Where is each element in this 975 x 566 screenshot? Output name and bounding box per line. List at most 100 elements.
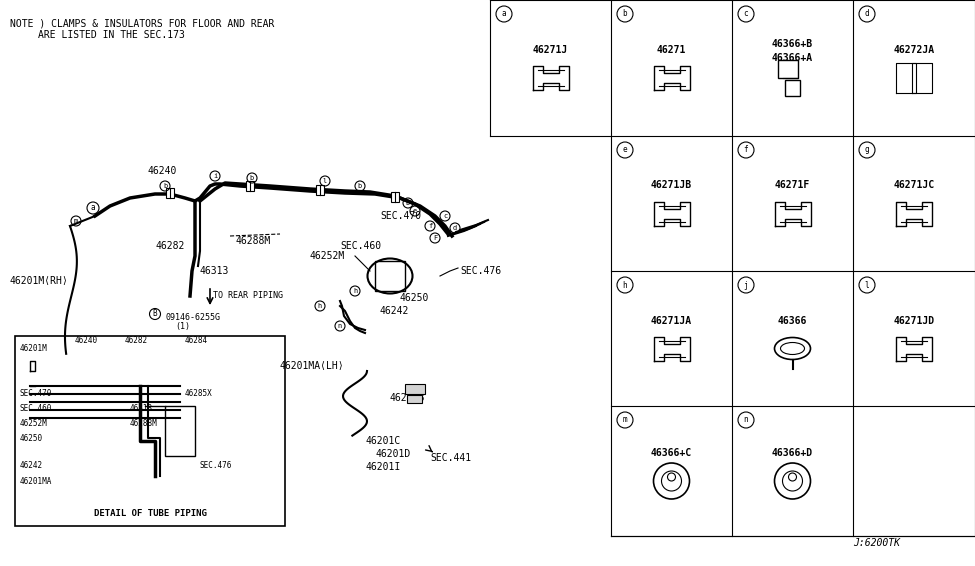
Text: SEC.470: SEC.470 [20, 389, 53, 398]
Text: b: b [623, 10, 627, 19]
Text: 46284: 46284 [185, 336, 208, 345]
Text: i: i [213, 173, 217, 179]
Text: b: b [250, 175, 254, 181]
Text: 46201I: 46201I [365, 462, 401, 472]
Text: SEC.460: SEC.460 [340, 241, 381, 251]
Text: 46285X: 46285X [185, 389, 213, 398]
Text: 46282: 46282 [155, 241, 184, 251]
Text: h: h [623, 281, 627, 289]
Text: B: B [153, 310, 157, 319]
Circle shape [617, 412, 633, 428]
Circle shape [496, 6, 512, 22]
Circle shape [617, 6, 633, 22]
Text: 46242: 46242 [20, 461, 43, 470]
Text: 46288M: 46288M [235, 236, 270, 246]
Text: e: e [623, 145, 627, 155]
Text: 46366+D: 46366+D [772, 448, 813, 458]
Circle shape [738, 412, 754, 428]
Text: 46271JD: 46271JD [893, 315, 935, 325]
Text: f: f [428, 223, 432, 229]
Text: J:6200TK: J:6200TK [853, 538, 900, 548]
Text: ARE LISTED IN THE SEC.173: ARE LISTED IN THE SEC.173 [38, 30, 185, 40]
Text: a: a [502, 10, 506, 19]
Circle shape [738, 277, 754, 293]
Text: 46366+C: 46366+C [651, 448, 692, 458]
Text: n: n [744, 415, 749, 424]
Text: 46201M: 46201M [20, 344, 48, 353]
Circle shape [617, 277, 633, 293]
Text: 46313: 46313 [200, 266, 229, 276]
Text: 46201B: 46201B [390, 393, 425, 403]
Text: a: a [91, 204, 96, 212]
Text: 46271J: 46271J [533, 45, 568, 55]
Text: j: j [744, 281, 749, 289]
Circle shape [859, 6, 875, 22]
Text: TO REAR PIPING: TO REAR PIPING [213, 291, 283, 301]
Circle shape [738, 6, 754, 22]
Text: 46271: 46271 [657, 45, 686, 55]
Bar [391, 192, 399, 202]
Text: d: d [865, 10, 870, 19]
Text: F: F [433, 235, 437, 241]
Bar [375, 261, 405, 291]
Text: SEC.476: SEC.476 [200, 461, 232, 470]
Text: 46250: 46250 [400, 293, 429, 303]
Bar [316, 185, 324, 195]
Bar [785, 80, 799, 96]
Text: SEC.470: SEC.470 [380, 211, 421, 221]
Circle shape [617, 142, 633, 158]
Text: 46240: 46240 [148, 166, 177, 176]
Circle shape [859, 277, 875, 293]
Text: 46271F: 46271F [775, 181, 810, 191]
Text: g: g [865, 145, 870, 155]
Text: DETAIL OF TUBE PIPING: DETAIL OF TUBE PIPING [94, 509, 207, 518]
Text: 09146-6255G: 09146-6255G [165, 314, 220, 323]
Text: 46250: 46250 [20, 434, 43, 443]
Text: m: m [74, 218, 78, 224]
Text: h: h [353, 288, 357, 294]
Text: 46240: 46240 [75, 336, 98, 345]
Bar [15, 336, 285, 526]
Text: c: c [744, 10, 749, 19]
Text: f: f [744, 145, 749, 155]
Circle shape [149, 308, 161, 319]
Bar [777, 60, 798, 78]
Text: SEC.460: SEC.460 [20, 404, 53, 413]
Text: 46282: 46282 [125, 336, 148, 345]
Text: l: l [323, 178, 328, 184]
Bar [407, 395, 422, 403]
Text: 46272JA: 46272JA [893, 45, 935, 55]
Text: 46366: 46366 [778, 315, 807, 325]
Circle shape [859, 142, 875, 158]
Text: 46201D: 46201D [375, 449, 410, 459]
Text: SEC.441: SEC.441 [430, 453, 471, 463]
Text: 46201MA: 46201MA [20, 477, 53, 486]
Text: 46271JA: 46271JA [651, 315, 692, 325]
Text: 46366+B: 46366+B [772, 39, 813, 49]
Text: 46252M: 46252M [20, 419, 48, 428]
Text: n: n [338, 323, 342, 329]
Text: 46271JC: 46271JC [893, 181, 935, 191]
Text: c: c [443, 213, 448, 219]
Text: b: b [358, 183, 362, 189]
Text: 46201MA⟨LH⟩: 46201MA⟨LH⟩ [280, 361, 344, 371]
Text: 46242: 46242 [380, 306, 410, 316]
Text: m: m [623, 415, 627, 424]
Text: 46366+A: 46366+A [772, 53, 813, 63]
Bar [246, 181, 254, 191]
Text: b: b [406, 200, 410, 206]
Bar [165, 406, 195, 456]
Text: d: d [452, 225, 457, 231]
Circle shape [738, 142, 754, 158]
Text: (1): (1) [175, 321, 190, 331]
Text: 46271JB: 46271JB [651, 181, 692, 191]
Text: 46288M: 46288M [130, 419, 158, 428]
Text: b: b [163, 183, 167, 189]
Bar [166, 188, 174, 198]
Text: l: l [865, 281, 870, 289]
Text: NOTE ) CLAMPS & INSULATORS FOR FLOOR AND REAR: NOTE ) CLAMPS & INSULATORS FOR FLOOR AND… [10, 18, 274, 28]
Text: 46252M: 46252M [310, 251, 345, 261]
Text: 46201C: 46201C [365, 436, 401, 446]
Text: SEC.476: SEC.476 [460, 266, 501, 276]
Bar [405, 384, 425, 394]
